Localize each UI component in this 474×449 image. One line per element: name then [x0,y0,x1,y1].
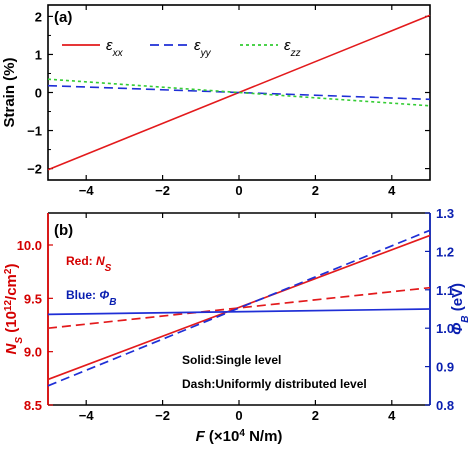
panel-b-ylabel-right: ΦB (eV) [449,283,471,335]
panel-a-legend-label: εxx [106,37,124,59]
panel-b-xtick-label: 0 [235,408,242,423]
panel-b-ytick-left-label: 9.5 [24,291,42,306]
panel-a-ytick-label: 0 [35,86,42,101]
panel-b-ylabel-left: NS (1012/cm2) [3,264,25,355]
panel-a-series-line [47,14,431,171]
panel-b-annotation-dash: Dash:Uniformly distributed level [182,377,367,391]
panel-a-label: (a) [54,9,72,26]
panel-b-ytick-right-label: 1.2 [436,244,454,259]
panel-b-ytick-right-label: 1.1 [436,283,454,298]
panel-b-xtick-label: 2 [312,408,319,423]
panel-b-xtick-label: −4 [79,408,95,423]
panel-a-xtick-label: −2 [155,183,170,198]
panel-a-xtick-label: 0 [235,183,242,198]
panel-b-ytick-left-label: 10.0 [17,238,42,253]
panel-b-ytick-left-label: 8.5 [24,398,42,413]
panel-b-ytick-right-label: 0.9 [436,360,454,375]
panel-a-ytick-label: −1 [27,124,42,139]
panel-b-ytick-right-label: 1.3 [436,206,454,221]
panel-b-xlabel: F (×104 N/m) [196,428,283,446]
panel-a-ytick-label: −2 [27,162,42,177]
panel-a-series-line [47,84,431,101]
panel-a-xtick-label: −4 [79,183,95,198]
panel-b-ns-phib-chart: −4 −2 0 2 4 8.5 9.0 9.5 10.0 0.8 0.9 1.0 1.1 1.2 1.3 NS… [3,206,471,445]
panel-b-series-line [47,286,431,330]
panel-a-ytick-label: 1 [35,47,42,62]
panel-a-ylabel: Strain (%) [1,57,18,127]
panel-b-xtick-label: −2 [155,408,170,423]
panel-a-legend-label: εyy [194,37,212,59]
panel-b-annotation-solid: Solid:Single level [182,353,281,367]
panel-a-strain-chart: −4 −2 0 2 4 −2 −1 0 1 2 Strain (%) (a) εxx εyy εzz [1,4,431,198]
panel-b-series-line [47,229,431,387]
panel-b-ytick-left-label: 9.0 [24,345,42,360]
panel-a-series-line [47,78,431,107]
panel-a-legend-label: εzz [284,37,301,59]
panel-b-series-line [47,234,431,381]
panel-b-ytick-right-label: 1.0 [436,321,454,336]
panel-a-xtick-label: 4 [388,183,396,198]
panel-b-series-line [47,308,431,316]
panel-a-ytick-label: 2 [35,9,42,24]
panel-a-xtick-label: 2 [312,183,319,198]
panel-b-ytick-right-label: 0.8 [436,398,454,413]
panel-b-label: (b) [54,222,73,239]
panel-b-annotation-blue: Blue: ΦB [66,288,116,308]
panel-b-xtick-label: 4 [388,408,396,423]
panel-b-annotation-red: Red: NS [66,254,112,274]
